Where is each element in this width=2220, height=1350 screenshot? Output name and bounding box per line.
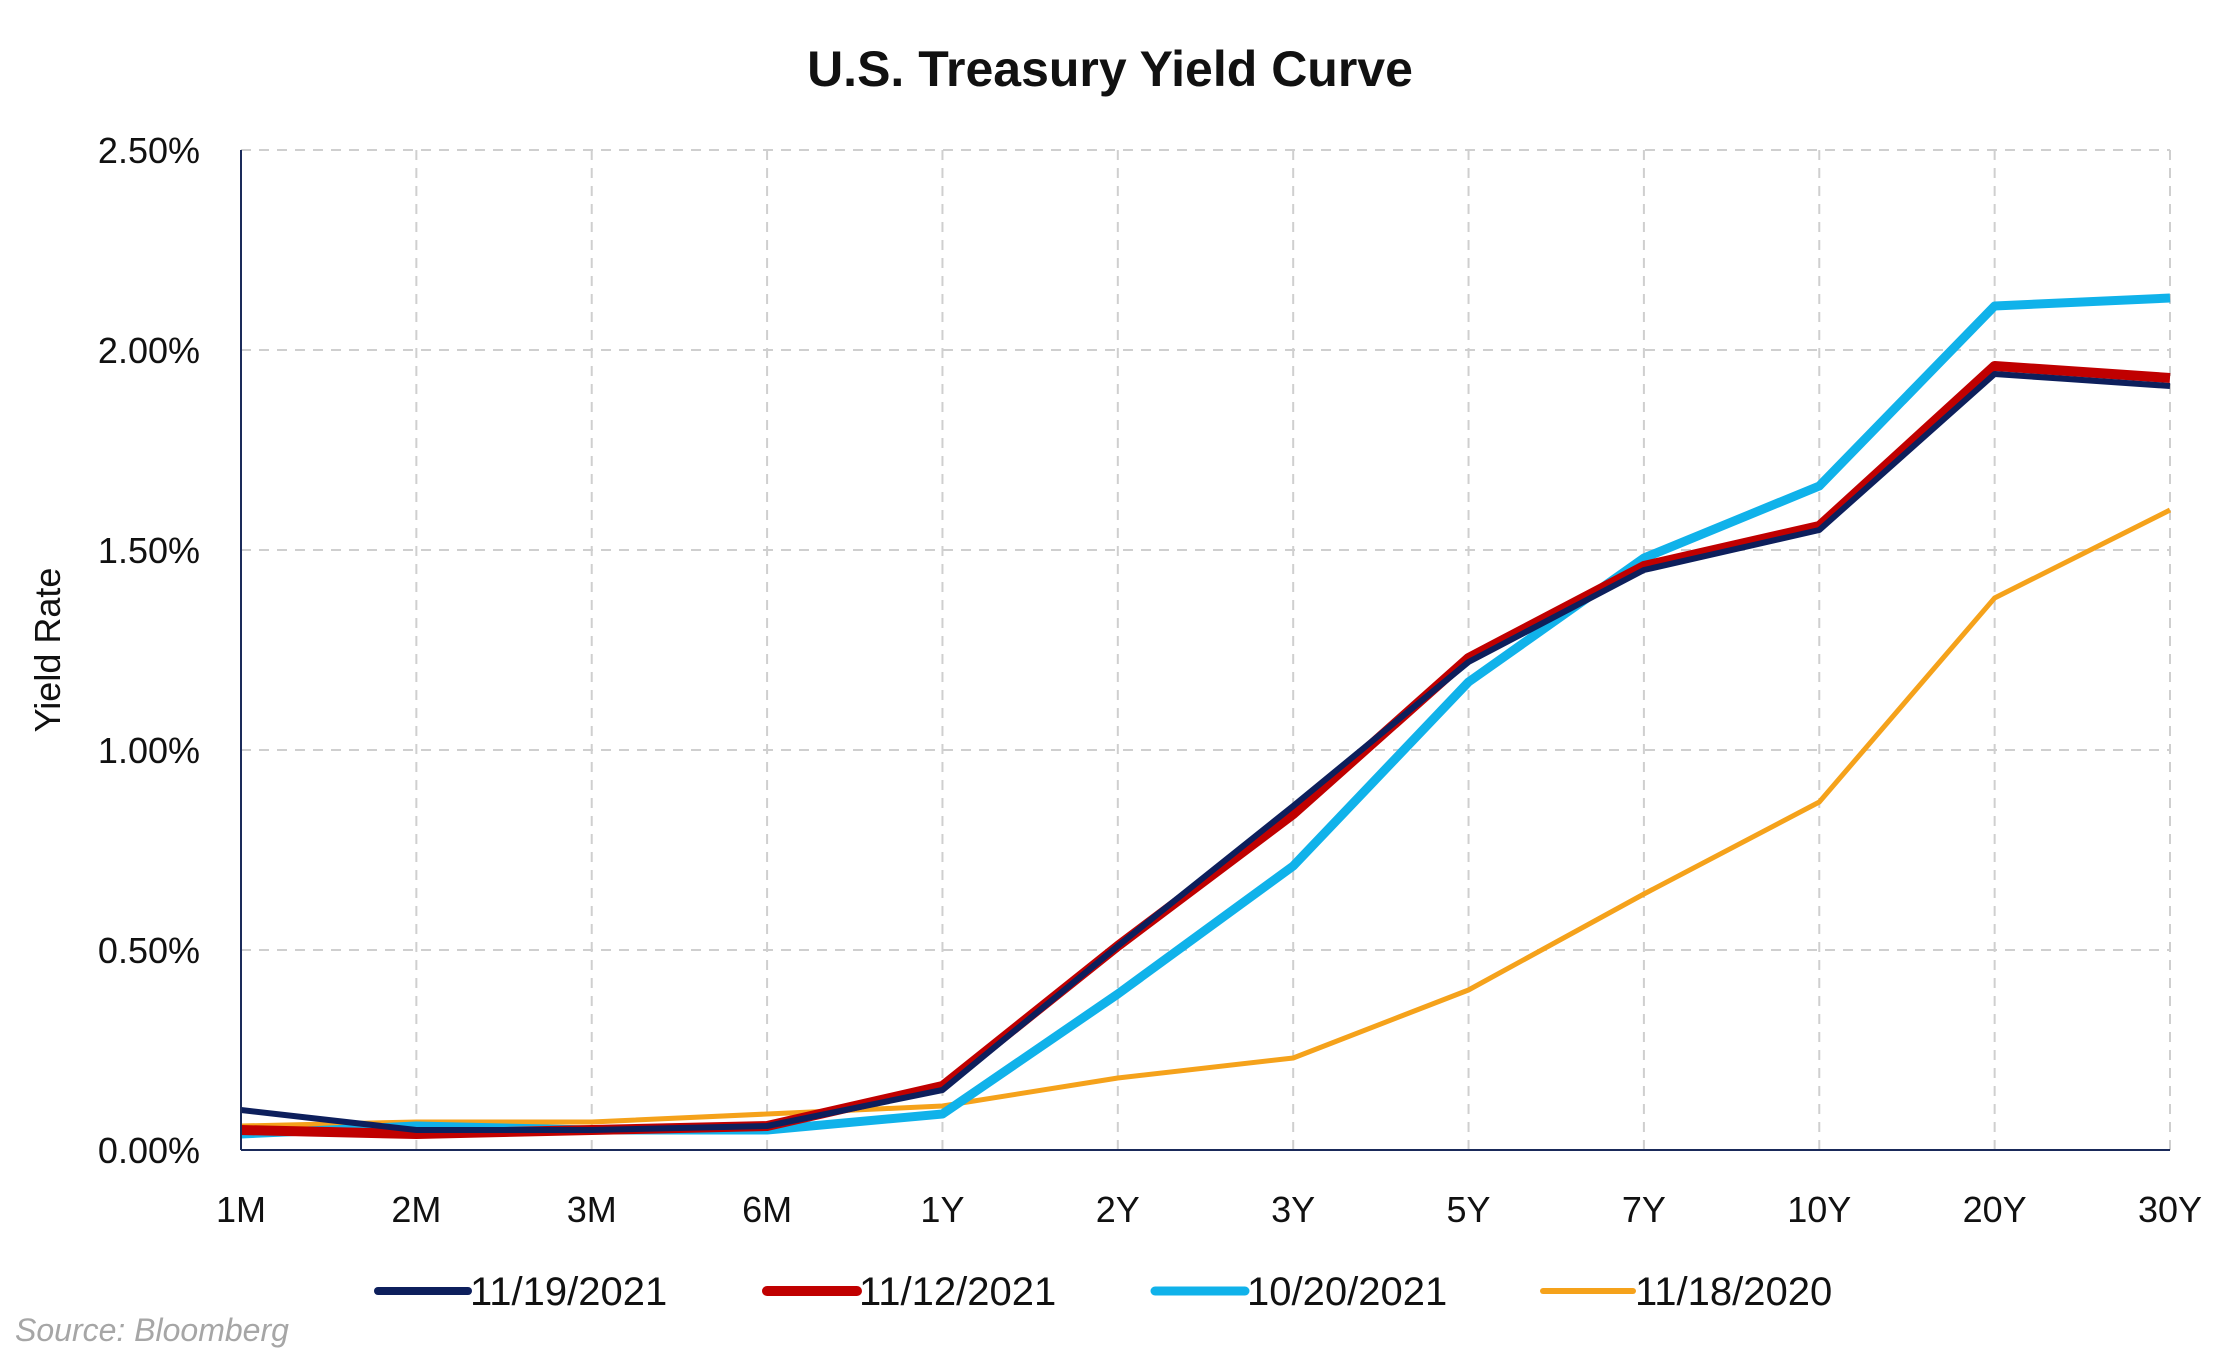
x-tick-label: 2M — [391, 1189, 441, 1230]
x-tick-label: 6M — [742, 1189, 792, 1230]
grid — [241, 149, 2171, 1150]
x-tick-label: 20Y — [1963, 1189, 2027, 1230]
chart-title: U.S. Treasury Yield Curve — [807, 41, 1413, 97]
legend-label: 11/19/2021 — [470, 1270, 667, 1314]
series-line-11-19-2021 — [240, 371, 2171, 1133]
y-tick-label: 0.00% — [98, 1130, 200, 1171]
series-line-11-18-2020 — [240, 507, 2172, 1129]
x-tick-label: 30Y — [2138, 1189, 2202, 1230]
x-tick-label: 3M — [567, 1189, 617, 1230]
y-tick-label: 0.50% — [98, 930, 200, 971]
y-tick-label: 2.50% — [98, 130, 200, 171]
y-tick-label: 2.00% — [98, 330, 200, 371]
source-note: Source: Bloomberg — [15, 1312, 289, 1348]
x-tick-label: 7Y — [1622, 1189, 1666, 1230]
x-tick-label: 3Y — [1271, 1189, 1315, 1230]
x-tick-label: 5Y — [1447, 1189, 1491, 1230]
x-axis-ticks: 1M 2M 3M 6M 1Y 2Y 3Y 5Y 7Y 10Y 20Y 30Y — [216, 1189, 2202, 1230]
y-tick-label: 1.50% — [98, 530, 200, 571]
x-tick-label: 2Y — [1096, 1189, 1140, 1230]
x-tick-label: 10Y — [1787, 1189, 1851, 1230]
y-axis-ticks: 0.00% 0.50% 1.00% 1.50% 2.00% 2.50% — [98, 130, 200, 1171]
x-tick-label: 1Y — [920, 1189, 964, 1230]
y-tick-label: 1.00% — [98, 730, 200, 771]
series — [240, 293, 2172, 1139]
legend: 11/19/2021 11/12/2021 10/20/2021 11/18/2020 — [374, 1270, 1832, 1314]
legend-label: 11/12/2021 — [859, 1270, 1056, 1314]
legend-label: 11/18/2020 — [1635, 1270, 1832, 1314]
x-tick-label: 1M — [216, 1189, 266, 1230]
y-axis-label: Yield Rate — [27, 568, 68, 733]
series-line-10-20-2021 — [240, 293, 2171, 1139]
legend-label: 10/20/2021 — [1247, 1270, 1447, 1314]
